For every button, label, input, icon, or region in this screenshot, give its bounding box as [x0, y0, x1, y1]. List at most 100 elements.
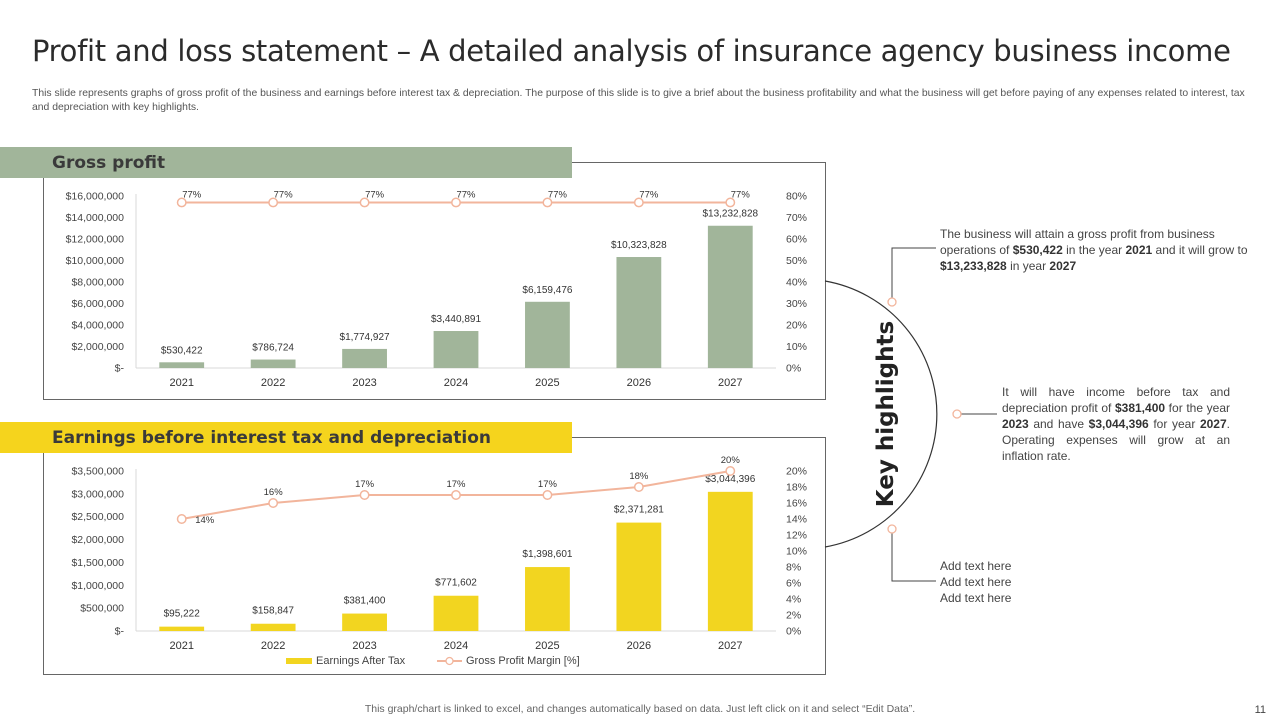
line-point[interactable]	[633, 197, 644, 208]
bar[interactable]	[433, 595, 479, 631]
highlight-text-run: The business will attain a gross profit …	[940, 227, 1215, 257]
bar-value-label: $6,159,476	[522, 285, 572, 296]
connector-line-1	[891, 247, 936, 302]
highlight-bold-value: 2023	[1002, 417, 1029, 431]
y-tick-label: $500,000	[80, 603, 124, 615]
line-point[interactable]	[176, 514, 187, 524]
bar[interactable]	[707, 491, 753, 631]
x-tick-label: 2022	[261, 640, 285, 652]
bar[interactable]	[525, 301, 570, 368]
line-value-label: 18%	[629, 471, 649, 482]
line-point[interactable]	[542, 197, 553, 208]
y2-tick-label: 2%	[786, 610, 801, 622]
bar[interactable]	[707, 225, 753, 368]
line-value-label: 14%	[195, 515, 215, 526]
x-tick-label: 2027	[718, 640, 742, 652]
bar[interactable]	[159, 626, 205, 631]
line-value-label: 16%	[264, 487, 284, 498]
line-point[interactable]	[359, 490, 370, 500]
line-value-label: 77%	[456, 189, 476, 200]
highlight-text-run: and have	[1028, 417, 1089, 431]
gross-profit-header: Gross profit	[0, 147, 572, 178]
y2-tick-label: 18%	[786, 482, 807, 494]
key-highlights-title: Key highlights	[873, 320, 899, 508]
line-point[interactable]	[451, 490, 461, 500]
page-title: Profit and loss statement – A detailed a…	[32, 34, 1231, 68]
line-point[interactable]	[542, 490, 553, 500]
gross-profit-chart[interactable]: $- $2,000,000 $4,000,000 $6,000,000 $8,000,0…	[43, 162, 826, 400]
highlight-placeholder[interactable]: Add text here	[940, 575, 1012, 589]
y2-tick-label: 50%	[786, 255, 807, 267]
bar-value-label: $771,602	[435, 578, 477, 589]
connector-dot-1	[887, 297, 897, 307]
highlight-bold-value: 2021	[1125, 243, 1153, 257]
bar-value-label: $3,440,891	[431, 314, 481, 325]
bar[interactable]	[342, 348, 387, 368]
line-value-label: 20%	[721, 455, 741, 466]
connector-line-3	[891, 529, 936, 582]
bar[interactable]	[433, 331, 479, 368]
line-point[interactable]	[725, 197, 736, 208]
footer-note: This graph/chart is linked to excel, and…	[364, 703, 916, 715]
x-tick-label: 2026	[627, 640, 651, 652]
y-tick-label: $16,000,000	[66, 191, 125, 203]
x-tick-label: 2025	[535, 640, 559, 652]
bar-value-label: $13,232,828	[702, 209, 758, 220]
gross-profit-chart-svg: $- $2,000,000 $4,000,000 $6,000,000 $8,000,0…	[66, 189, 807, 389]
line-point[interactable]	[359, 197, 370, 208]
line-point[interactable]	[725, 466, 736, 476]
legend-label: Gross Profit Margin [%]	[466, 655, 580, 667]
ebitd-chart-svg: $- $500,000 $1,000,000 $1,500,000 $2,000,000…	[71, 455, 807, 667]
y-tick-label: $1,000,000	[71, 580, 124, 592]
line-value-label: 77%	[365, 189, 385, 200]
bar-value-label: $158,847	[252, 606, 294, 617]
x-tick-label: 2025	[535, 377, 559, 389]
connector-dot-2	[952, 409, 962, 419]
legend-swatch-bars	[286, 658, 312, 664]
line-point[interactable]	[268, 498, 279, 508]
bar-value-label: $10,323,828	[611, 240, 667, 251]
y-tick-label: $2,000,000	[71, 341, 124, 353]
y-tick-label: $4,000,000	[71, 320, 124, 332]
y2-tick-label: 40%	[786, 277, 807, 289]
bar[interactable]	[616, 522, 662, 631]
bar-value-label: $3,044,396	[705, 474, 755, 485]
x-tick-label: 2021	[169, 377, 193, 389]
x-tick-label: 2022	[261, 377, 285, 389]
y2-tick-label: 16%	[786, 498, 807, 510]
bar[interactable]	[250, 623, 296, 631]
y2-tick-label: 30%	[786, 298, 807, 310]
highlight-text-run: in year	[1006, 259, 1050, 273]
line-point[interactable]	[451, 197, 461, 208]
y2-tick-label: 20%	[786, 320, 807, 332]
line-point[interactable]	[633, 482, 644, 492]
y-tick-label: $-	[115, 363, 125, 375]
bar[interactable]	[525, 567, 570, 631]
bar[interactable]	[250, 359, 296, 368]
legend-marker	[445, 656, 454, 666]
line-point[interactable]	[268, 197, 279, 208]
y-tick-label: $10,000,000	[66, 255, 125, 267]
bar-value-label: $1,398,601	[522, 549, 572, 560]
y-tick-label: $8,000,000	[71, 277, 124, 289]
highlight-bold-value: $3,044,396	[1088, 417, 1149, 431]
highlight-text-run: . Operating expenses will grow at an inf…	[1002, 417, 1230, 463]
highlight-placeholder[interactable]: Add text here	[940, 559, 1012, 573]
highlight-text-run: in the year	[1062, 243, 1126, 257]
ebitd-header: Earnings before interest tax and depreci…	[0, 422, 572, 453]
bar[interactable]	[342, 613, 387, 631]
highlight-bold-value: 2027	[1199, 417, 1227, 431]
ebitd-chart[interactable]: $- $500,000 $1,000,000 $1,500,000 $2,000,000…	[43, 437, 826, 675]
y-tick-label: $1,500,000	[71, 557, 124, 569]
line-point[interactable]	[176, 197, 187, 208]
y-tick-label: $3,500,000	[71, 466, 124, 478]
bar[interactable]	[159, 362, 205, 368]
bar-value-label: $2,371,281	[614, 505, 664, 516]
highlight-placeholder[interactable]: Add text here	[940, 591, 1012, 605]
highlight-text-3: Add text here Add text here Add text her…	[940, 558, 1140, 606]
y-tick-label: $2,000,000	[71, 534, 124, 546]
highlight-text-run: for year	[1148, 417, 1200, 431]
bar[interactable]	[616, 257, 662, 368]
y2-tick-label: 80%	[786, 191, 807, 203]
bar-value-label: $530,422	[161, 345, 203, 356]
